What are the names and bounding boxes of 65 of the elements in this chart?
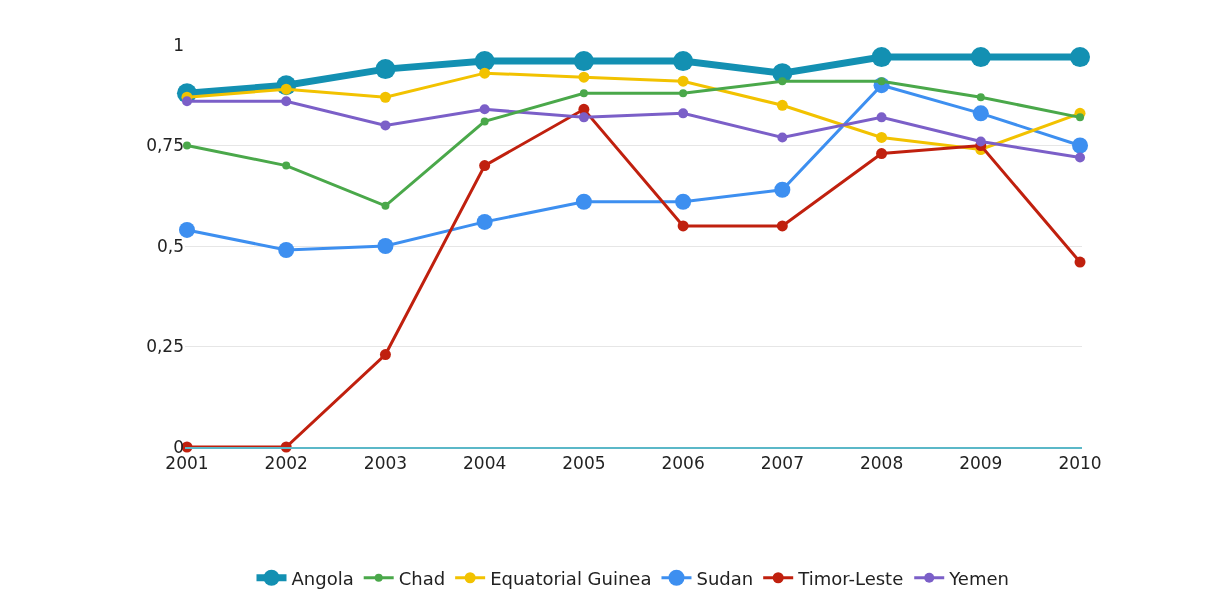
legend-label: Equatorial Guinea (490, 567, 652, 589)
legend-label: Sudan (696, 567, 754, 589)
x-tick-label: 2008 (859, 453, 904, 474)
point (381, 201, 390, 210)
point (774, 181, 791, 198)
point (972, 105, 989, 122)
point (677, 220, 689, 232)
point (578, 71, 590, 83)
point (479, 67, 491, 79)
y-tick-label: 1 (173, 34, 184, 55)
point (375, 59, 396, 80)
point (1076, 113, 1085, 122)
point (578, 112, 589, 123)
point (970, 47, 991, 68)
x-tick-label: 2009 (959, 453, 1003, 474)
point (1072, 137, 1089, 154)
point (976, 93, 985, 102)
point (480, 117, 489, 126)
point (876, 148, 888, 160)
point (1075, 152, 1086, 163)
point (479, 160, 491, 172)
point (474, 51, 495, 72)
point (1074, 256, 1086, 268)
point (876, 131, 888, 143)
legend-label: Timor-Leste (797, 567, 904, 589)
point (278, 242, 295, 259)
point (282, 161, 291, 170)
legend-label: Angola (291, 567, 354, 589)
point (573, 51, 594, 72)
point (876, 112, 887, 123)
point (579, 89, 588, 98)
point (679, 89, 688, 98)
point (479, 104, 490, 115)
x-tick-label: 2007 (760, 453, 804, 474)
x-tick-label: 2003 (363, 453, 408, 474)
point (181, 96, 192, 107)
point (975, 136, 986, 147)
point (379, 91, 391, 103)
point (778, 77, 787, 86)
legend-label: Chad (398, 567, 446, 589)
x-tick-label: 2002 (264, 453, 308, 474)
point (678, 108, 689, 119)
point (281, 96, 292, 107)
point (871, 47, 892, 68)
y-tick-label: 0,25 (146, 336, 184, 357)
point (178, 221, 195, 238)
point (1070, 47, 1091, 68)
point (673, 51, 694, 72)
y-tick-label: 0,75 (146, 135, 184, 156)
point (776, 99, 788, 111)
point (379, 349, 391, 361)
point (675, 193, 692, 210)
point (677, 75, 689, 87)
x-tick-label: 2006 (661, 453, 705, 474)
x-tick-label: 2010 (1058, 453, 1102, 474)
point (777, 132, 788, 143)
x-tick-label: 2005 (562, 453, 606, 474)
y-tick-label: 0,5 (156, 235, 184, 256)
legend-label: Yemen (948, 567, 1009, 589)
point (776, 220, 788, 232)
point (476, 213, 493, 230)
point (575, 193, 592, 210)
point (377, 238, 394, 254)
x-tick-label: 2004 (463, 453, 507, 474)
point (380, 120, 391, 131)
